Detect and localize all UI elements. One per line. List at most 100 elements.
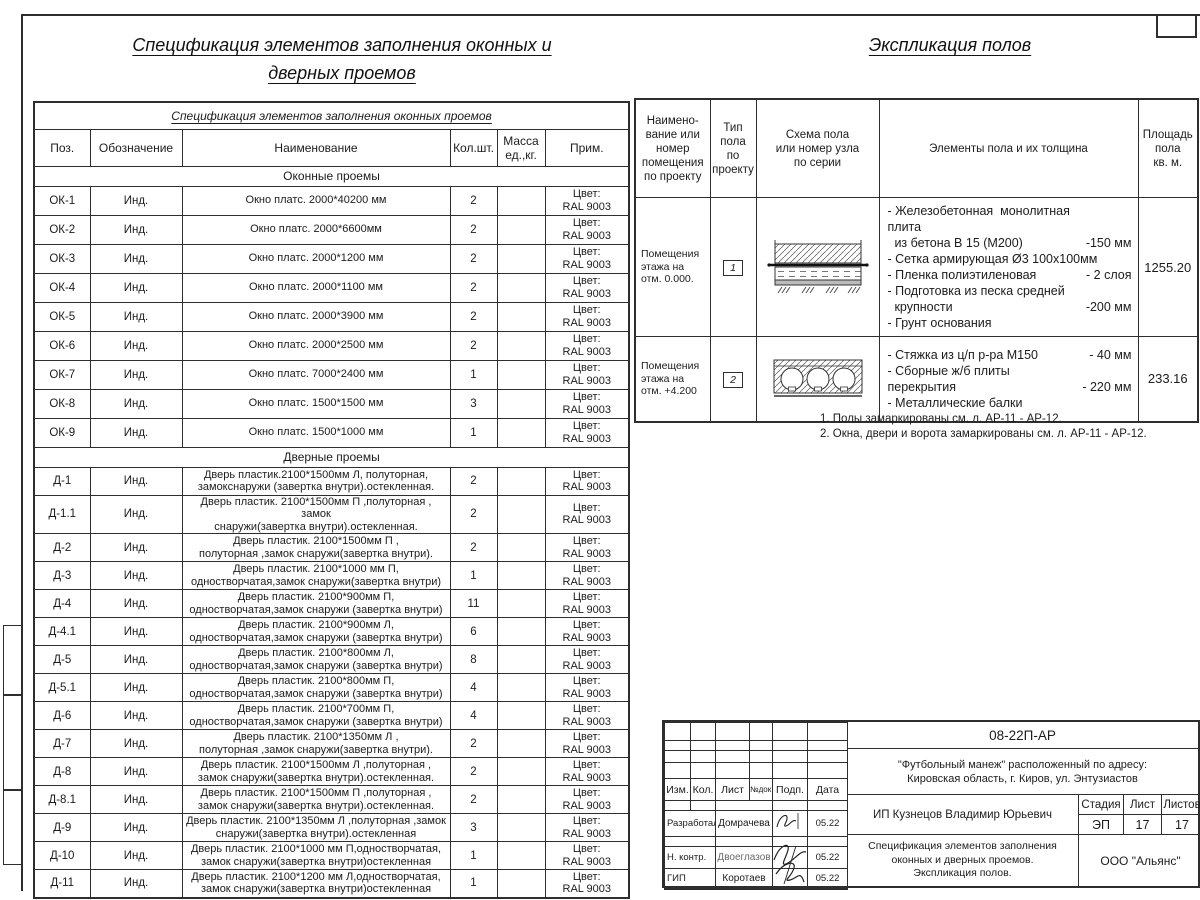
cell-name: Дверь пластик. 2100*900мм Л, одностворча… [181, 617, 451, 646]
cell-note: Цвет: RAL 9003 [544, 243, 630, 274]
notes: 1. Полы замаркированы см. л. АР-11 - АР-… [820, 412, 1147, 442]
cell-room: Помещения этажа на отм. +4.200 [634, 336, 711, 422]
cell-mass [496, 813, 546, 842]
cell-desig: Инд. [89, 813, 183, 842]
cell-name: Окно платс. 2000*1100 мм [181, 272, 451, 303]
cell-room: Помещения этажа на отм. 0.000. [634, 197, 711, 337]
cell-note: Цвет: RAL 9003 [544, 645, 630, 674]
cell-note: Цвет: RAL 9003 [544, 589, 630, 618]
table-row: Д-5 Инд. Дверь пластик. 2100*800мм Л, одно… [33, 645, 630, 674]
cell-mass [496, 589, 546, 618]
cell-note: Цвет: RAL 9003 [544, 214, 630, 245]
cell-qty: 2 [449, 272, 498, 303]
col-header-name: Наименование [181, 128, 451, 167]
cell-mass [496, 388, 546, 419]
cell-note: Цвет: RAL 9003 [544, 841, 630, 870]
table-row: Д-11 Инд. Дверь пластик. 2100*1200 мм Л,од… [33, 869, 630, 898]
cell-note: Цвет: RAL 9003 [544, 494, 630, 534]
cell-qty: 2 [449, 466, 498, 496]
cell-desig: Инд. [89, 466, 183, 496]
cell-qty: 2 [449, 301, 498, 332]
cell-desig: Инд. [89, 757, 183, 786]
cell-desig: Инд. [89, 645, 183, 674]
spec-table-title: Спецификация элементов заполнения оконны… [33, 101, 630, 130]
cell-floor-schema [755, 197, 880, 337]
cell-mass [496, 785, 546, 814]
table-row: Д-1.1 Инд. Дверь пластик. 2100*1500мм П ,п… [33, 494, 630, 534]
cell-note: Цвет: RAL 9003 [544, 417, 630, 448]
stage-value: ЭП [1079, 815, 1124, 834]
cell-name: Дверь пластик. 2100*1500мм П ,полуторная… [181, 785, 451, 814]
cell-mass [496, 645, 546, 674]
floor-element: - Пленка полиэтиленовая - 2 слоя [887, 268, 1132, 282]
cell-desig: Инд. [89, 617, 183, 646]
floor-type-badge: 1 [723, 260, 743, 276]
slab-on-grade-section [766, 240, 869, 294]
cell-note: Цвет: RAL 9003 [544, 561, 630, 590]
cell-pos: Д-4 [33, 589, 91, 618]
cell-floor-area: 233.16 [1137, 336, 1199, 422]
cell-pos: Д-5.1 [33, 673, 91, 702]
cell-note: Цвет: RAL 9003 [544, 466, 630, 496]
margin-cell-3 [3, 790, 22, 865]
date-ncontr: 05.22 [807, 846, 848, 869]
cell-name: Окно платс. 2000*2500 мм [181, 330, 451, 361]
cell-desig: Инд. [89, 589, 183, 618]
spec-table-header-row: Поз. Обозначение Наименование Кол.шт. Ма… [33, 128, 630, 167]
col-kol: Кол. [690, 778, 716, 801]
margin-cell-2 [3, 695, 22, 790]
signature-row-gip: ГИП Коротаев 05.22 [664, 868, 848, 889]
table-row: Д-4.1 Инд. Дверь пластик. 2100*900мм Л, од… [33, 617, 630, 646]
cell-pos: ОК-8 [33, 388, 91, 419]
corner-stamp-box [1156, 16, 1197, 38]
floor-table-header-row: Наимено- вание или номер помещения по пр… [634, 98, 1199, 198]
col-header-floor-area: Площадь пола кв. м. [1137, 98, 1199, 198]
table-row: ОК-8 Инд. Окно платс. 1500*1500 мм 3 Цвет: R… [33, 388, 630, 419]
frame-border-top [21, 14, 1200, 16]
col-header-designation: Обозначение [89, 128, 183, 167]
role-ncontr: Н. контр. [664, 846, 716, 869]
table-row: ОК-5 Инд. Окно платс. 2000*3900 мм 2 Цвет: R… [33, 301, 630, 332]
cell-mass [496, 757, 546, 786]
cell-qty: 4 [449, 673, 498, 702]
cell-note: Цвет: RAL 9003 [544, 185, 630, 216]
cell-desig: Инд. [89, 869, 183, 898]
title-block: Изм. Кол. Лист №док. Подп. Дата Разработ… [662, 720, 1200, 890]
cell-pos: Д-9 [33, 813, 91, 842]
cell-desig: Инд. [89, 359, 183, 390]
cell-qty: 4 [449, 701, 498, 730]
cell-qty: 1 [449, 841, 498, 870]
section-label: Оконные проемы [33, 165, 630, 187]
cell-name: Дверь пластик. 2100*700мм П, одностворча… [181, 701, 451, 730]
cell-qty: 2 [449, 214, 498, 245]
cell-desig: Инд. [89, 417, 183, 448]
cell-floor-type: 2 [709, 336, 757, 422]
cell-pos: Д-2 [33, 533, 91, 562]
cell-note: Цвет: RAL 9003 [544, 330, 630, 361]
organization: ООО "Альянс" [1079, 834, 1200, 886]
col-header-floor-type: Тип пола по проекту [709, 98, 757, 198]
cell-mass [496, 359, 546, 390]
cell-pos: ОК-2 [33, 214, 91, 245]
cell-pos: Д-10 [33, 841, 91, 870]
cell-name: Окно платс. 1500*1500 мм [181, 388, 451, 419]
table-row: ОК-2 Инд. Окно платс. 2000*6600мм 2 Цвет: RA… [33, 214, 630, 245]
table-row: Д-4 Инд. Дверь пластик. 2100*900мм П, одно… [33, 589, 630, 618]
cell-mass [496, 243, 546, 274]
cell-pos: ОК-4 [33, 272, 91, 303]
cell-name: Дверь пластик. 2100*1350мм Л , полуторна… [181, 729, 451, 758]
cell-pos: ОК-1 [33, 185, 91, 216]
signature-row-ncontr: Н. контр. Двоеглазов 05.22 [664, 846, 848, 869]
cell-qty: 2 [449, 185, 498, 216]
table-row: ОК-9 Инд. Окно платс. 1500*1000 мм 1 Цвет: R… [33, 417, 630, 448]
floor-element: - Металлические балки [887, 395, 1023, 410]
cell-pos: ОК-7 [33, 359, 91, 390]
cell-mass [496, 301, 546, 332]
table-row: Д-10 Инд. Дверь пластик. 2100*1000 мм П,од… [33, 841, 630, 870]
cell-note: Цвет: RAL 9003 [544, 533, 630, 562]
table-row: Помещения этажа на отм. 0.000. 1 [634, 197, 1199, 337]
cell-note: Цвет: RAL 9003 [544, 673, 630, 702]
cell-name: Окно платс. 2000*1200 мм [181, 243, 451, 274]
cell-qty: 2 [449, 729, 498, 758]
